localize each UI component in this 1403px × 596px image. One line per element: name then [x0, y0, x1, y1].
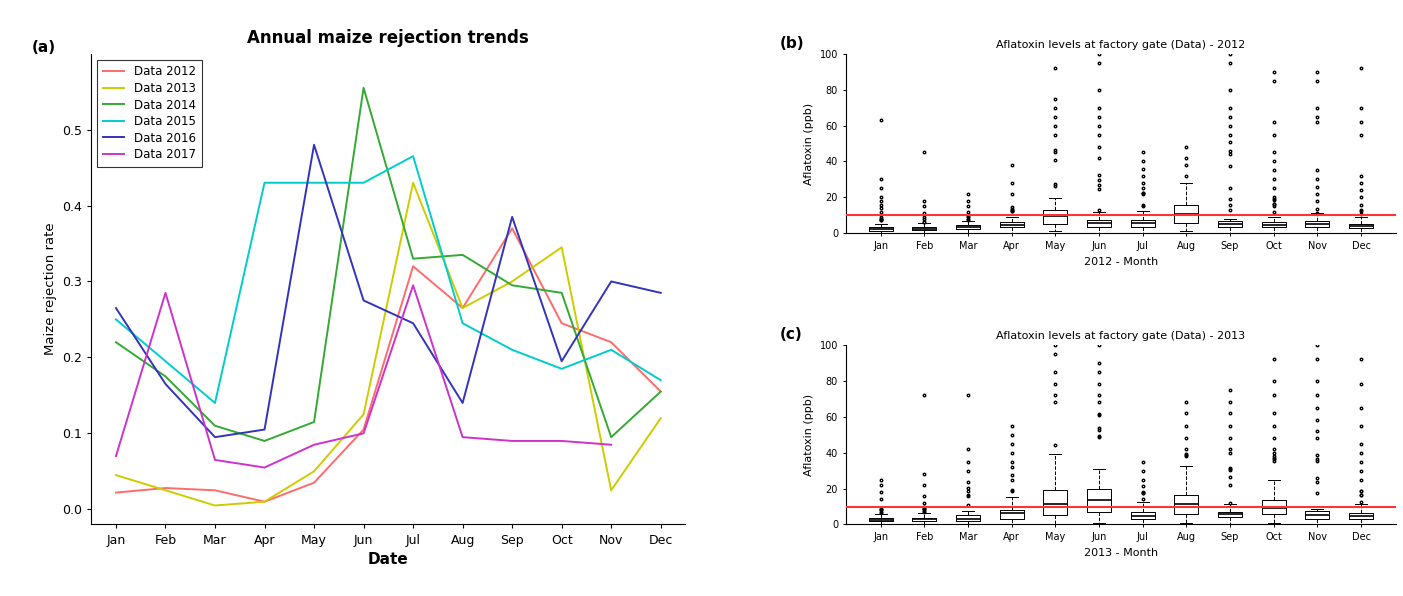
Data 2015 — [355, 179, 372, 187]
Data 2015 — [157, 358, 174, 365]
Data 2015 — [504, 346, 521, 353]
Line: Data 2012: Data 2012 — [116, 228, 661, 502]
Data 2016 — [355, 297, 372, 304]
Data 2012 — [553, 319, 570, 327]
Title: Aflatoxin levels at factory gate (Data) - 2012: Aflatoxin levels at factory gate (Data) … — [996, 40, 1246, 50]
Data 2015 — [404, 153, 421, 160]
Data 2016 — [404, 319, 421, 327]
Line: Data 2016: Data 2016 — [116, 145, 661, 437]
Text: (a): (a) — [32, 39, 56, 54]
Text: (b): (b) — [780, 36, 804, 51]
Data 2017 — [157, 289, 174, 296]
Data 2013 — [404, 179, 421, 187]
Data 2013 — [455, 305, 471, 312]
Data 2014 — [355, 84, 372, 91]
Data 2014 — [157, 373, 174, 380]
Data 2013 — [108, 471, 125, 479]
Data 2015 — [553, 365, 570, 372]
Data 2013 — [553, 244, 570, 251]
Data 2013 — [603, 487, 620, 494]
Data 2015 — [603, 346, 620, 353]
Data 2014 — [206, 422, 223, 429]
X-axis label: Date: Date — [368, 552, 408, 567]
Title: Aflatoxin levels at factory gate (Data) - 2013: Aflatoxin levels at factory gate (Data) … — [996, 331, 1246, 342]
Data 2017 — [603, 441, 620, 448]
Y-axis label: Aflatoxin (ppb): Aflatoxin (ppb) — [804, 393, 814, 476]
Data 2012 — [404, 263, 421, 270]
X-axis label: 2012 - Month: 2012 - Month — [1083, 256, 1157, 266]
Data 2014 — [404, 255, 421, 262]
Line: Data 2015: Data 2015 — [116, 156, 661, 403]
Data 2015 — [257, 179, 274, 187]
Data 2017 — [355, 430, 372, 437]
Data 2013 — [306, 468, 323, 475]
Data 2017 — [306, 441, 323, 448]
Line: Data 2017: Data 2017 — [116, 285, 612, 467]
Data 2013 — [652, 415, 669, 422]
Data 2012 — [355, 426, 372, 433]
Data 2015 — [108, 316, 125, 323]
Data 2012 — [504, 225, 521, 232]
Data 2016 — [652, 289, 669, 296]
Line: Data 2013: Data 2013 — [116, 183, 661, 505]
Data 2015 — [455, 319, 471, 327]
Data 2016 — [206, 433, 223, 440]
Data 2017 — [553, 437, 570, 445]
Data 2014 — [108, 339, 125, 346]
Legend: Data 2012, Data 2013, Data 2014, Data 2015, Data 2016, Data 2017: Data 2012, Data 2013, Data 2014, Data 20… — [97, 60, 202, 167]
Data 2017 — [504, 437, 521, 445]
Data 2013 — [257, 498, 274, 505]
Data 2016 — [157, 380, 174, 387]
Data 2017 — [404, 282, 421, 289]
Data 2014 — [455, 252, 471, 259]
Data 2015 — [652, 377, 669, 384]
Data 2016 — [257, 426, 274, 433]
Data 2014 — [257, 437, 274, 445]
Data 2012 — [652, 388, 669, 395]
Data 2016 — [553, 358, 570, 365]
Data 2012 — [108, 489, 125, 496]
Data 2015 — [306, 179, 323, 187]
Data 2012 — [157, 485, 174, 492]
Line: Data 2014: Data 2014 — [116, 88, 661, 441]
Y-axis label: Aflatoxin (ppb): Aflatoxin (ppb) — [804, 103, 814, 185]
Data 2012 — [257, 498, 274, 505]
Data 2014 — [306, 418, 323, 426]
Y-axis label: Maize rejection rate: Maize rejection rate — [43, 223, 56, 355]
Data 2013 — [206, 502, 223, 509]
Data 2016 — [603, 278, 620, 285]
Data 2016 — [455, 399, 471, 406]
Data 2014 — [504, 282, 521, 289]
Data 2016 — [108, 305, 125, 312]
Data 2016 — [504, 213, 521, 221]
Text: (c): (c) — [780, 327, 803, 342]
Data 2013 — [355, 411, 372, 418]
Data 2013 — [504, 278, 521, 285]
Data 2017 — [257, 464, 274, 471]
Data 2012 — [455, 305, 471, 312]
Data 2014 — [652, 388, 669, 395]
Data 2016 — [306, 141, 323, 148]
Title: Annual maize rejection trends: Annual maize rejection trends — [247, 29, 529, 46]
Data 2012 — [603, 339, 620, 346]
Data 2012 — [306, 479, 323, 486]
Data 2017 — [206, 457, 223, 464]
Data 2012 — [206, 487, 223, 494]
X-axis label: 2013 - Month: 2013 - Month — [1083, 548, 1157, 558]
Data 2017 — [455, 433, 471, 440]
Data 2015 — [206, 399, 223, 406]
Data 2017 — [108, 452, 125, 460]
Data 2014 — [603, 433, 620, 440]
Data 2014 — [553, 289, 570, 296]
Data 2013 — [157, 487, 174, 494]
